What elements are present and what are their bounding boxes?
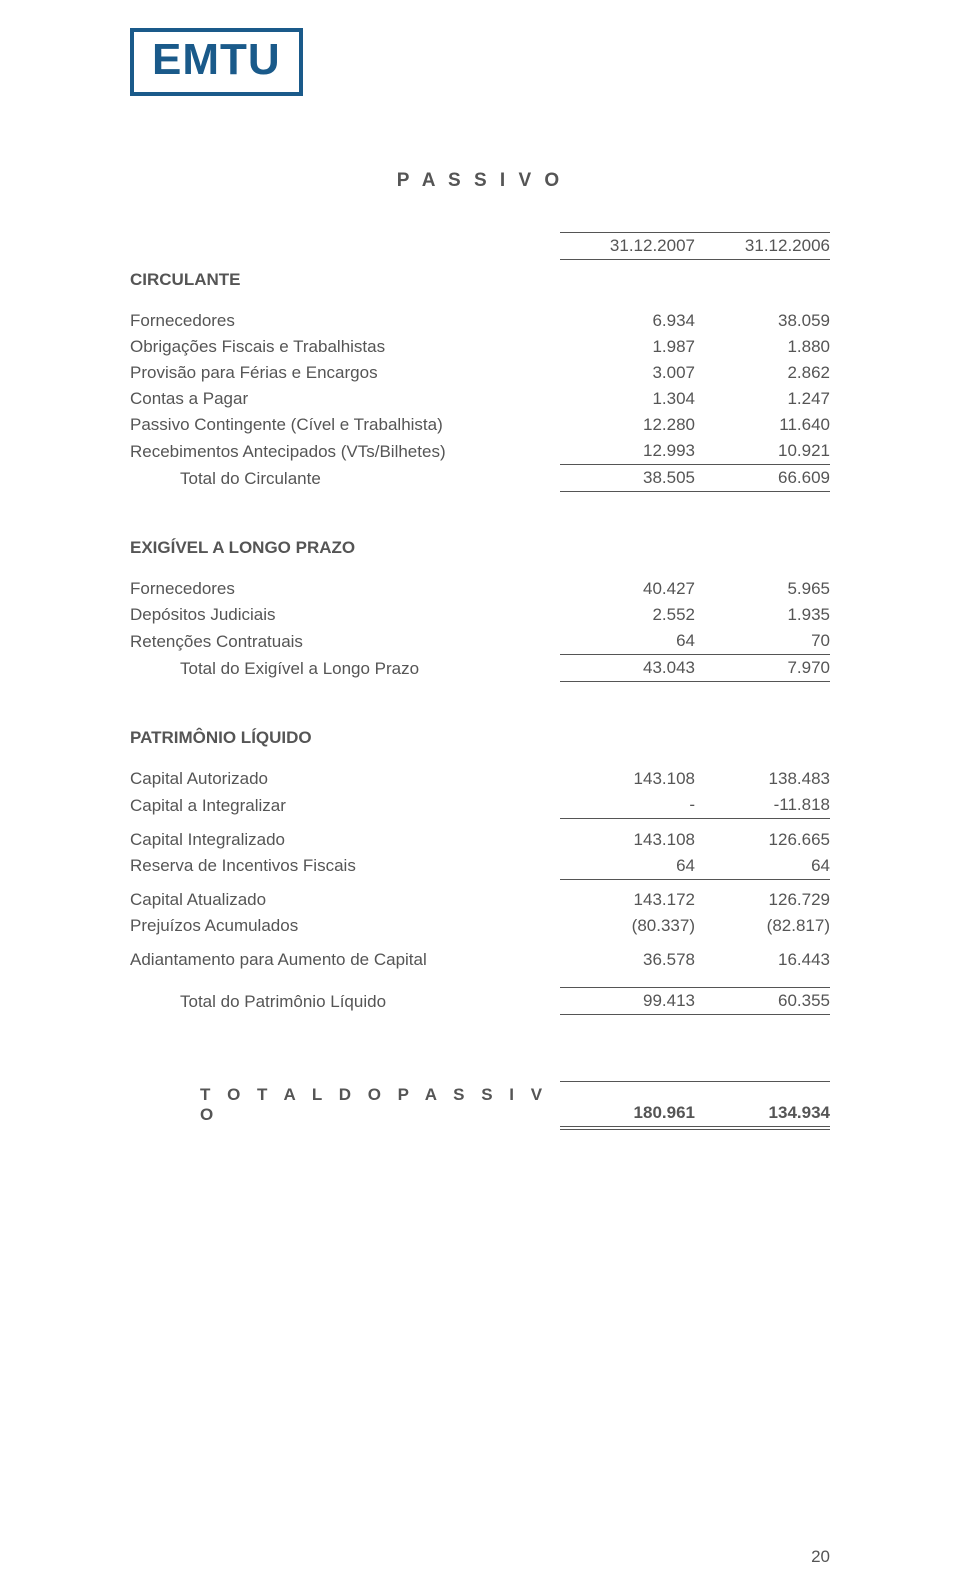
row-label: Provisão para Férias e Encargos: [130, 360, 560, 386]
row-v1: 12.280: [560, 412, 695, 438]
row-v1: 6.934: [560, 308, 695, 334]
grand-total-v2: 134.934: [695, 1082, 830, 1128]
grand-total-row: T O T A L D O P A S S I V O 180.961 134.…: [130, 1075, 830, 1130]
row-label: Fornecedores: [130, 308, 560, 334]
section-exigivel-heading: EXIGÍVEL A LONGO PRAZO: [130, 538, 830, 558]
row-label: Prejuízos Acumulados: [130, 913, 560, 939]
total-v1: 43.043: [560, 655, 695, 682]
row-v1: 143.172: [560, 887, 695, 913]
row-label: Reserva de Incentivos Fiscais: [130, 853, 560, 880]
section-patrimonio: Capital Autorizado 143.108 138.483 Capit…: [130, 766, 830, 1015]
row-v2: 138.483: [695, 766, 830, 792]
row-v2: 10.921: [695, 438, 830, 465]
page-title: P A S S I V O: [130, 170, 830, 192]
row-label: Capital Integralizado: [130, 827, 560, 853]
row-v1: 2.552: [560, 602, 695, 628]
row-v2: 1.935: [695, 602, 830, 628]
row-v1: 64: [560, 628, 695, 655]
row-v1: 40.427: [560, 576, 695, 602]
total-v2: 60.355: [695, 988, 830, 1015]
row-v1: 143.108: [560, 766, 695, 792]
row-v2: 1.247: [695, 386, 830, 412]
row-v2: -11.818: [695, 792, 830, 819]
row-v2: 70: [695, 628, 830, 655]
row-label: Capital Atualizado: [130, 887, 560, 913]
page-number: 20: [811, 1547, 830, 1567]
row-label: Retenções Contratuais: [130, 628, 560, 655]
row-v2: 126.665: [695, 827, 830, 853]
row-v1: 143.108: [560, 827, 695, 853]
row-v1: 36.578: [560, 947, 695, 973]
section-circulante-heading: CIRCULANTE: [130, 270, 830, 290]
section-circulante: Fornecedores 6.934 38.059 Obrigações Fis…: [130, 308, 830, 492]
total-v1: 38.505: [560, 465, 695, 492]
logo: EMTU: [130, 28, 303, 96]
section-exigivel: Fornecedores 40.427 5.965 Depósitos Judi…: [130, 576, 830, 682]
logo-text: EMTU: [152, 38, 281, 82]
row-v1: 64: [560, 853, 695, 880]
statement: P A S S I V O 31.12.2007 31.12.2006 CIRC…: [130, 170, 830, 1130]
row-v1: 12.993: [560, 438, 695, 465]
row-v2: (82.817): [695, 913, 830, 939]
row-v2: 38.059: [695, 308, 830, 334]
row-label: Fornecedores: [130, 576, 560, 602]
row-v2: 126.729: [695, 887, 830, 913]
row-label: Capital Autorizado: [130, 766, 560, 792]
row-label: Depósitos Judiciais: [130, 602, 560, 628]
row-v2: 16.443: [695, 947, 830, 973]
row-v2: 5.965: [695, 576, 830, 602]
total-v2: 66.609: [695, 465, 830, 492]
row-v2: 2.862: [695, 360, 830, 386]
total-v1: 99.413: [560, 988, 695, 1015]
date-col2: 31.12.2006: [695, 233, 830, 260]
grand-total-v1: 180.961: [560, 1082, 695, 1128]
row-label: Obrigações Fiscais e Trabalhistas: [130, 334, 560, 360]
row-v1: -: [560, 792, 695, 819]
row-label: Recebimentos Antecipados (VTs/Bilhetes): [130, 438, 560, 465]
date-col1: 31.12.2007: [560, 233, 695, 260]
row-v2: 11.640: [695, 412, 830, 438]
section-patrimonio-heading: PATRIMÔNIO LÍQUIDO: [130, 728, 830, 748]
grand-total-label: T O T A L D O P A S S I V O: [130, 1082, 560, 1128]
row-label: Adiantamento para Aumento de Capital: [130, 947, 560, 973]
row-v1: 1.987: [560, 334, 695, 360]
row-v1: (80.337): [560, 913, 695, 939]
row-label: Contas a Pagar: [130, 386, 560, 412]
row-v1: 3.007: [560, 360, 695, 386]
total-label: Total do Exigível a Longo Prazo: [130, 655, 560, 682]
row-v2: 1.880: [695, 334, 830, 360]
total-v2: 7.970: [695, 655, 830, 682]
row-v1: 1.304: [560, 386, 695, 412]
row-label: Capital a Integralizar: [130, 792, 560, 819]
row-label: Passivo Contingente (Cível e Trabalhista…: [130, 412, 560, 438]
total-label: Total do Circulante: [130, 465, 560, 492]
total-label: Total do Patrimônio Líquido: [130, 988, 560, 1015]
row-v2: 64: [695, 853, 830, 880]
date-header: 31.12.2007 31.12.2006: [130, 232, 830, 260]
